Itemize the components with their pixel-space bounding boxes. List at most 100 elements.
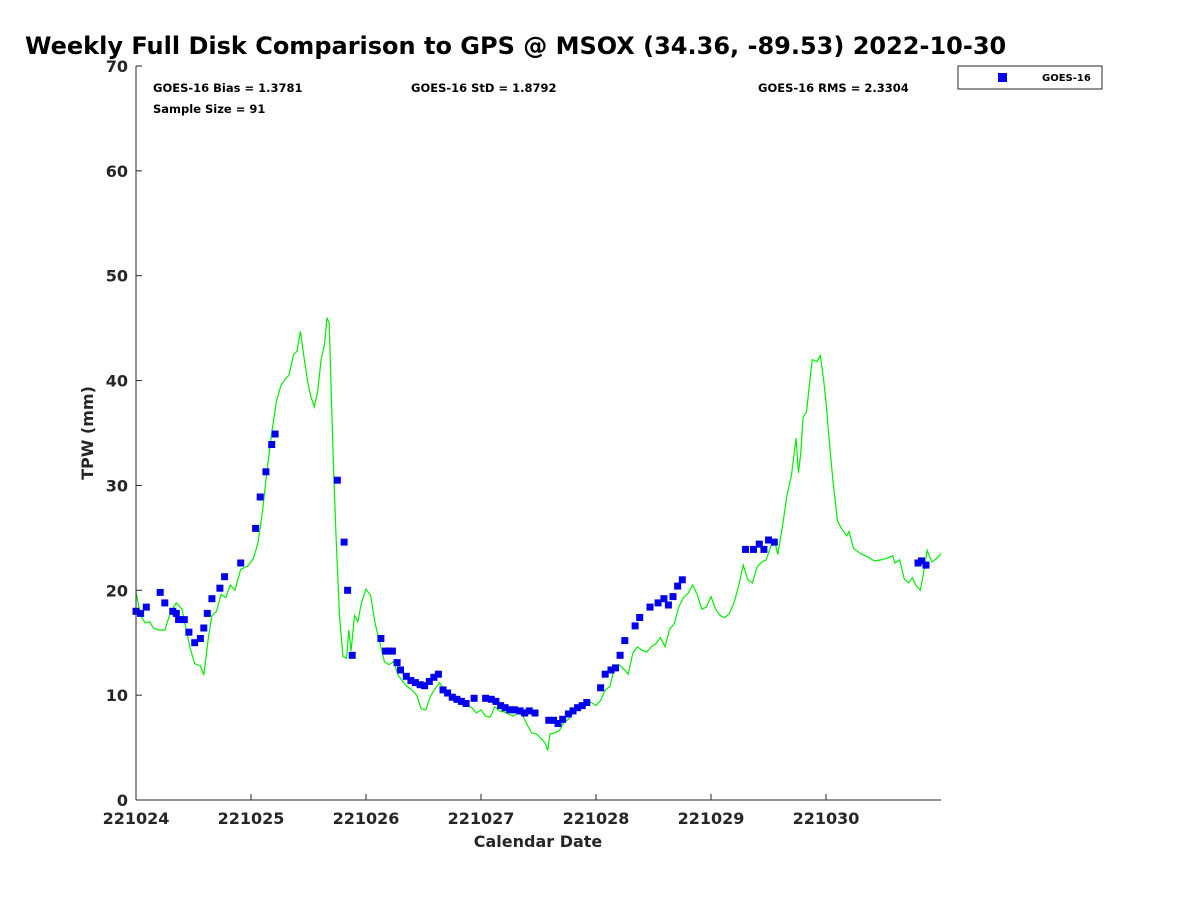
legend-label-goes: GOES-16	[1042, 73, 1091, 84]
sample-size-stat: Sample Size = 91	[153, 102, 265, 116]
goes-point	[252, 524, 260, 532]
goes-point	[492, 697, 500, 705]
x-tick-label: 221024	[103, 809, 170, 828]
std-stat: GOES-16 StD = 1.8792	[411, 81, 556, 95]
y-tick-label: 50	[106, 267, 128, 286]
goes-point	[411, 679, 419, 687]
goes-point	[271, 430, 279, 438]
goes-point	[569, 707, 577, 715]
goes-point	[221, 573, 229, 581]
goes-point	[497, 702, 505, 710]
goes-point	[922, 561, 930, 569]
goes-point	[256, 493, 264, 501]
y-tick-label: 60	[106, 162, 128, 181]
goes-point	[237, 559, 245, 567]
goes-point	[487, 695, 495, 703]
goes-point	[597, 684, 605, 692]
bias-stat: GOES-16 Bias = 1.3781	[153, 81, 302, 95]
y-axis: 0 10 20 30 40 50 60 70	[106, 57, 142, 810]
x-tick-label: 221028	[563, 809, 630, 828]
goes-point	[554, 720, 562, 727]
goes-point	[161, 599, 169, 607]
goes-point	[674, 582, 682, 590]
goes-point	[664, 601, 672, 609]
goes-point	[393, 659, 401, 667]
goes-point	[612, 664, 619, 672]
goes-point	[333, 476, 341, 484]
goes-point	[770, 538, 778, 546]
goes-point	[172, 609, 180, 617]
goes-point	[439, 686, 447, 694]
x-tick-label: 221026	[333, 809, 400, 828]
goes-point	[137, 609, 145, 617]
goes-point	[434, 670, 442, 678]
goes-point	[621, 637, 629, 645]
goes-point	[678, 576, 686, 584]
goes-point	[203, 609, 211, 617]
goes-point	[430, 673, 438, 681]
rms-stat: GOES-16 RMS = 2.3304	[758, 81, 909, 95]
goes-point	[601, 670, 609, 678]
goes-point	[760, 545, 768, 553]
goes-point	[559, 715, 567, 723]
goes-point	[660, 595, 668, 603]
goes-point	[755, 540, 763, 548]
goes-point	[453, 695, 461, 703]
goes-point	[578, 702, 586, 710]
goes-point	[416, 681, 424, 689]
goes-point	[444, 689, 452, 697]
goes-point	[616, 651, 624, 659]
goes-point	[550, 716, 557, 724]
goes-point	[531, 709, 539, 717]
gps-series	[135, 317, 942, 751]
goes-point	[669, 593, 677, 601]
goes-point	[525, 707, 533, 715]
goes-point	[388, 647, 396, 655]
goes-point	[262, 468, 270, 476]
goes-point	[564, 710, 572, 718]
gps-line	[135, 317, 942, 751]
goes-point	[750, 545, 757, 553]
x-tick-label: 221030	[793, 809, 860, 828]
goes-point	[574, 704, 582, 712]
goes-point	[407, 677, 415, 684]
y-axis-label: TPW (mm)	[78, 386, 97, 480]
goes-point	[765, 536, 772, 544]
y-tick-label: 10	[106, 686, 128, 705]
goes-point	[268, 441, 276, 448]
goes-point	[506, 706, 514, 714]
goes-point	[156, 588, 164, 596]
goes-point	[377, 635, 385, 642]
goes-point	[482, 694, 490, 702]
goes-point	[191, 639, 199, 647]
goes-point	[200, 624, 208, 632]
goes-point	[636, 614, 644, 621]
legend-marker-goes	[998, 73, 1007, 82]
legend: GOES-16	[957, 65, 1103, 90]
goes-point	[631, 622, 639, 630]
y-tick-label: 40	[106, 372, 128, 391]
goes-point	[142, 603, 150, 611]
goes-point	[448, 693, 456, 701]
x-tick-label: 221027	[448, 809, 515, 828]
goes-point	[421, 682, 429, 690]
goes-point	[175, 616, 183, 624]
plot-area: 0 10 20 30 40 50 60 70 221024 221025 221026 221027…	[103, 57, 942, 828]
goes-point	[918, 557, 925, 565]
goes-point	[470, 694, 478, 702]
goes-point	[402, 672, 410, 680]
goes-point	[180, 616, 188, 624]
y-tick-label: 0	[117, 791, 128, 810]
goes-point	[545, 716, 553, 724]
x-tick-label: 221029	[678, 809, 745, 828]
goes-point	[501, 704, 509, 712]
x-tick-label: 221025	[218, 809, 285, 828]
goes-point	[583, 699, 591, 706]
goes-point	[185, 628, 193, 636]
goes-point	[646, 603, 654, 611]
goes-point	[344, 586, 352, 594]
goes-point	[607, 666, 615, 674]
goes-point	[340, 538, 348, 546]
y-tick-label: 30	[106, 476, 128, 495]
